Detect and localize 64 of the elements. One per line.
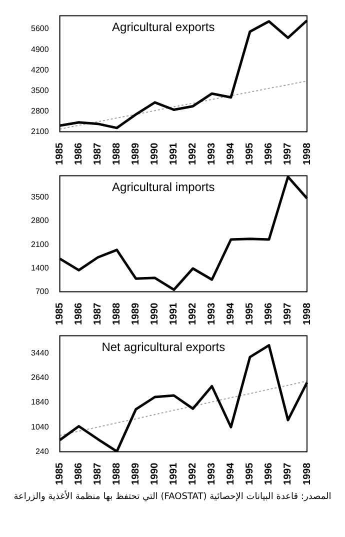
x-tick-label: 1990 [150,302,161,326]
x-tick-label: 1996 [264,302,275,326]
y-tick-label: 4200 [31,65,50,74]
y-tick-label: 2800 [31,216,50,226]
x-tick-label: 1991 [168,142,180,166]
x-tick-label: 1992 [188,302,199,326]
x-tick-label: 1989 [130,462,142,486]
line-series [59,80,308,130]
x-tick-label: 1997 [282,142,294,166]
chart-title: Net agricultural exports [102,340,226,354]
x-tick-label: 1994 [226,462,237,486]
x-tick-label: 1998 [302,462,313,486]
x-tick-label: 1989 [130,142,142,166]
x-tick-label: 1991 [168,302,180,326]
x-tick-label: 1993 [206,462,218,486]
x-tick-label: 1988 [112,142,123,166]
y-tick-label: 5600 [31,24,50,34]
x-tick-label: 1985 [54,462,66,486]
y-tick-label: 240 [35,446,50,456]
x-tick-label: 1986 [74,302,85,326]
x-tick-label: 1998 [302,142,313,166]
x-tick-label: 1997 [282,462,294,486]
x-tick-label: 1988 [112,302,123,326]
x-tick-label: 1988 [112,462,123,486]
line-series [59,380,308,436]
x-tick-label: 1992 [188,462,199,486]
y-tick-label: 3440 [31,348,50,358]
x-tick-label: 1993 [206,142,218,166]
y-tick-label: 1400 [31,263,50,272]
y-tick-label: 2640 [31,373,50,382]
y-tick-label: 3500 [31,86,50,95]
x-tick-label: 1991 [168,462,180,486]
y-tick-label: 700 [35,286,50,296]
x-tick-label: 1993 [206,302,218,326]
x-tick-label: 1996 [264,462,275,486]
x-tick-label: 1985 [54,302,66,326]
chart-title: Agricultural exports [112,20,215,34]
y-tick-label: 2100 [31,240,50,249]
x-tick-label: 1987 [92,462,104,486]
x-tick-label: 1990 [150,142,161,166]
x-tick-label: 1990 [150,462,161,486]
y-tick-label: 4900 [31,44,50,54]
x-tick-label: 1986 [74,462,85,486]
x-tick-label: 1989 [130,302,142,326]
x-tick-label: 1987 [92,302,104,326]
x-tick-label: 1994 [226,142,237,166]
x-tick-label: 1997 [282,302,294,326]
x-tick-label: 1994 [226,302,237,326]
x-tick-label: 1992 [188,142,199,166]
x-tick-label: 1996 [264,142,275,166]
x-tick-label: 1998 [302,302,313,326]
text: المصدر: قاعدة البيانات الإحصائية (FAOSTAT) التي تحتفظ بها منظمة الأغذية والزراعة [12,492,332,502]
x-tick-label: 1987 [92,142,104,166]
y-tick-label: 1040 [31,422,50,432]
chart-title: Agricultural imports [112,180,215,194]
x-tick-label: 1986 [74,142,85,166]
x-tick-label: 1995 [244,462,256,486]
y-tick-label: 2800 [31,106,50,116]
x-tick-label: 1985 [54,142,66,166]
x-tick-label: 1995 [244,302,256,326]
y-tick-label: 1840 [31,398,50,407]
y-tick-label: 2100 [31,126,50,136]
x-tick-label: 1995 [244,142,256,166]
y-tick-label: 3500 [31,192,50,202]
